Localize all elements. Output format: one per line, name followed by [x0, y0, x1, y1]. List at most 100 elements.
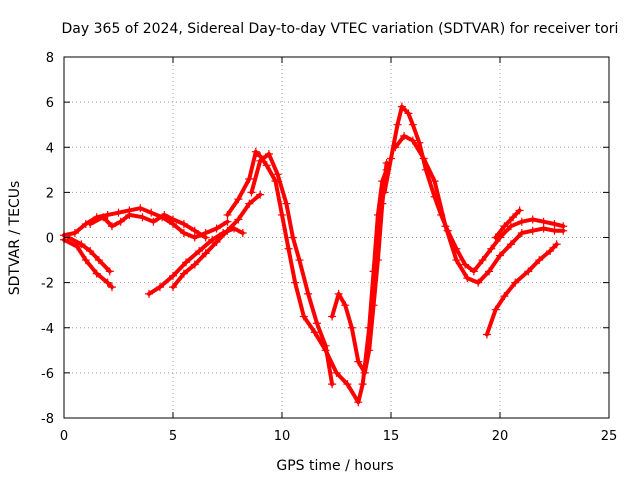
- data-point: [500, 292, 509, 301]
- data-point: [517, 228, 526, 237]
- data-point: [223, 226, 232, 235]
- x-tick-label: 10: [274, 429, 291, 444]
- data-point: [212, 224, 221, 233]
- series-line: [62, 237, 114, 290]
- data-point: [539, 224, 548, 233]
- data-point: [251, 147, 260, 156]
- data-point: [138, 213, 147, 222]
- data-point: [354, 357, 363, 366]
- data-point: [288, 233, 297, 242]
- series-line: [330, 161, 389, 375]
- data-point: [179, 219, 188, 228]
- data-point: [155, 283, 164, 292]
- data-point: [474, 278, 483, 287]
- data-point: [245, 199, 254, 208]
- grid: [64, 57, 609, 418]
- data-point: [190, 226, 199, 235]
- data-point: [463, 274, 472, 283]
- data-point: [559, 226, 568, 235]
- series-line: [88, 212, 208, 240]
- y-tick-label: 4: [46, 141, 54, 156]
- y-tick-label: -6: [41, 367, 54, 382]
- series-j: [380, 102, 568, 276]
- data-point: [81, 256, 90, 265]
- data-point: [408, 136, 417, 145]
- data-point: [400, 131, 409, 140]
- data-point: [517, 217, 526, 226]
- x-tick-label: 25: [601, 429, 618, 444]
- data-point: [136, 204, 145, 213]
- data-point: [212, 238, 221, 247]
- data-point: [77, 240, 86, 249]
- data-point: [328, 380, 337, 389]
- data-point: [539, 217, 548, 226]
- series-d: [86, 210, 210, 242]
- axis-ticks: 0 5 10 15 20 25 -8 -6 -4 -2 0 2 4 6 8: [41, 51, 617, 444]
- series-c: [64, 233, 114, 276]
- data-point: [264, 150, 273, 159]
- data-point: [107, 222, 116, 231]
- series-m: [491, 206, 524, 242]
- data-point: [256, 190, 265, 199]
- data-point: [341, 301, 350, 310]
- y-tick-label: 2: [46, 186, 54, 201]
- data-point: [482, 330, 491, 339]
- y-tick-label: 0: [46, 232, 54, 247]
- series-line: [493, 208, 522, 240]
- data-point: [334, 289, 343, 298]
- data-point: [179, 228, 188, 237]
- data-point: [99, 213, 108, 222]
- series-f: [169, 190, 265, 292]
- data-point: [208, 235, 217, 244]
- data-point: [160, 210, 169, 219]
- data-point: [452, 256, 461, 265]
- data-point: [550, 226, 559, 235]
- data-point: [373, 256, 382, 265]
- series-line: [484, 242, 559, 337]
- data-point: [430, 177, 439, 186]
- data-point: [528, 215, 537, 224]
- series-line: [225, 149, 389, 405]
- data-point: [511, 278, 520, 287]
- data-point: [496, 251, 504, 260]
- data-point: [149, 217, 158, 226]
- data-point: [347, 323, 356, 332]
- data-point: [223, 210, 232, 219]
- data-point: [500, 222, 509, 231]
- data-point: [114, 208, 123, 217]
- data-point: [441, 222, 450, 231]
- data-point: [310, 328, 319, 337]
- y-tick-label: 6: [46, 96, 54, 111]
- data-point: [461, 260, 470, 269]
- x-tick-label: 5: [169, 429, 177, 444]
- data-point: [190, 233, 199, 242]
- data-point: [273, 170, 282, 179]
- x-tick-label: 15: [383, 429, 400, 444]
- data-point: [234, 215, 243, 224]
- data-point: [103, 210, 112, 219]
- data-point: [201, 249, 210, 258]
- y-tick-label: 8: [46, 51, 54, 66]
- data-point: [179, 269, 188, 278]
- data-point: [419, 154, 428, 163]
- data-point: [278, 210, 286, 219]
- data-point: [469, 267, 478, 276]
- data-point: [245, 174, 254, 183]
- data-point: [354, 398, 363, 407]
- data-point: [92, 269, 101, 278]
- data-point: [378, 199, 387, 208]
- data-point: [550, 219, 559, 228]
- data-point: [107, 283, 116, 292]
- data-point: [256, 156, 265, 165]
- data-point: [262, 161, 271, 170]
- data-point: [360, 368, 369, 377]
- data-point: [125, 210, 134, 219]
- data-point: [291, 278, 300, 287]
- data-point: [415, 138, 424, 147]
- data-point: [332, 368, 341, 377]
- data-point: [195, 247, 204, 256]
- data-point: [238, 228, 247, 237]
- data-point: [393, 120, 402, 129]
- data-point: [397, 102, 406, 111]
